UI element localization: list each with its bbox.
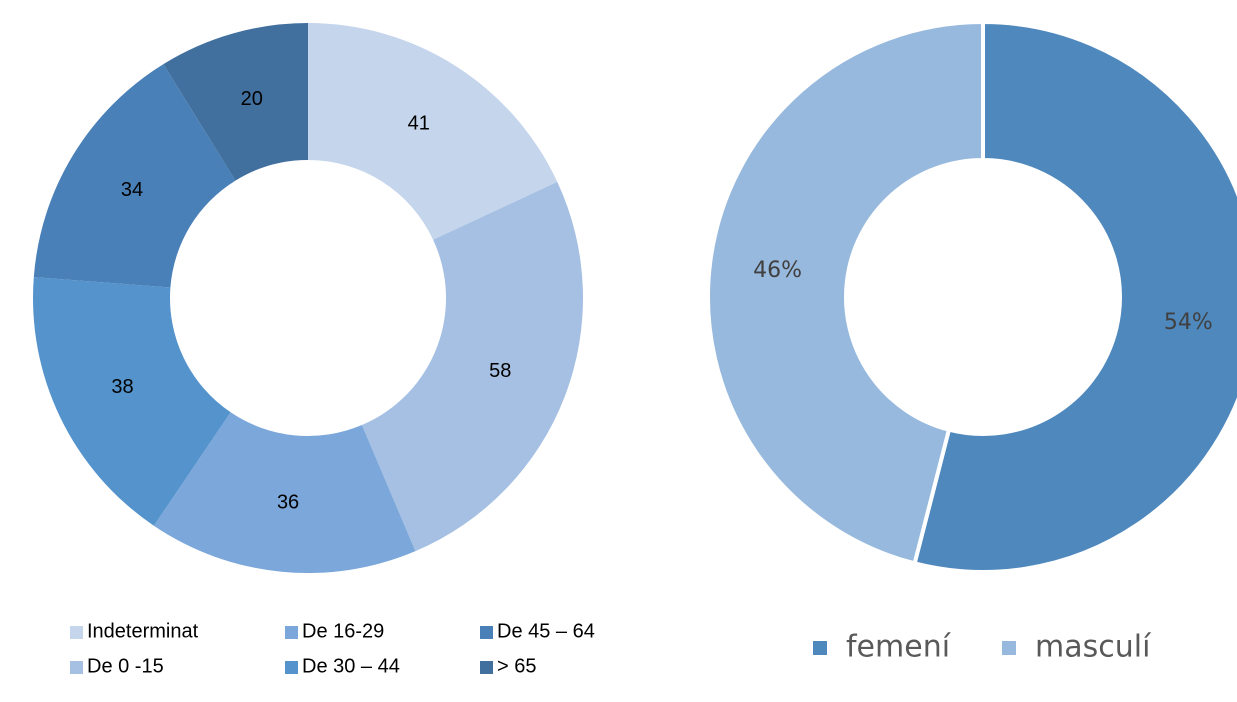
data-label: 38 xyxy=(111,376,133,398)
donut-slice xyxy=(912,19,1237,574)
donut-slice xyxy=(706,19,985,566)
donut-slice xyxy=(308,23,558,240)
legend-swatch xyxy=(70,661,83,674)
legend-swatch xyxy=(813,641,827,655)
donut-slice xyxy=(33,277,231,526)
legend-swatch xyxy=(70,626,83,639)
legend-swatch xyxy=(285,661,298,674)
data-label: 46% xyxy=(753,258,802,283)
data-label: 36 xyxy=(277,491,299,513)
legend-label: De 16-29 xyxy=(302,620,384,642)
legend-label: De 0 -15 xyxy=(87,655,164,677)
data-label: 41 xyxy=(408,113,430,135)
legend-label: Indeterminat xyxy=(87,620,199,642)
legend-swatch xyxy=(480,661,493,674)
legend-label: De 45 – 64 xyxy=(497,620,595,642)
data-label: 20 xyxy=(241,88,263,110)
donut-slice xyxy=(33,64,236,288)
legend-label: > 65 xyxy=(497,655,536,677)
legend-swatch xyxy=(1002,641,1016,655)
donut-slice xyxy=(163,23,308,181)
legend-label: De 30 – 44 xyxy=(302,655,400,677)
data-label: 58 xyxy=(489,360,511,382)
data-label: 34 xyxy=(121,179,143,201)
legend-label: masculí xyxy=(1035,630,1152,665)
legend-label: femení xyxy=(846,630,952,665)
donut-slice xyxy=(153,412,416,573)
legend-swatch xyxy=(285,626,298,639)
donut-slice xyxy=(361,181,584,552)
legend-swatch xyxy=(480,626,493,639)
data-label: 54% xyxy=(1164,310,1213,335)
